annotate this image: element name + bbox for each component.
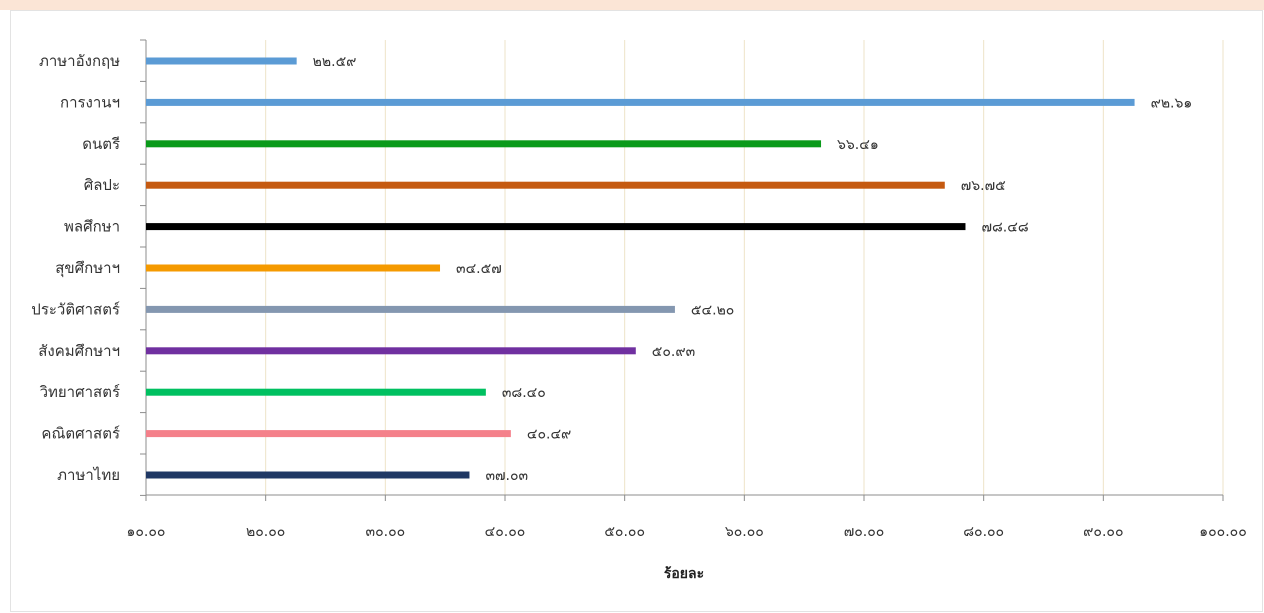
data-label: ๗๘.๔๘ [981,220,1028,236]
x-tick-label: ๒๐.๐๐ [246,524,285,540]
category-label: คณิตศาสตร์ [41,425,120,443]
data-label: ๓๗.๐๓ [485,468,528,484]
category-label: วิทยาศาสตร์ [39,383,120,401]
bar [146,471,470,479]
x-tick-label: ๔๐.๐๐ [485,524,526,540]
bar [146,98,1135,106]
data-label: ๕๐.๙๓ [652,344,695,360]
x-tick-label: ๑๐๐.๐๐ [1199,524,1247,540]
data-label: ๗๖.๗๕ [961,178,1006,194]
data-label: ๔๐.๔๙ [527,427,571,443]
x-axis-label: ร้อยละ [664,566,704,582]
bar [146,264,441,272]
chart-frame [10,10,1263,612]
category-label: ภาษาไทย [57,466,120,484]
category-label: ศิลปะ [84,176,120,194]
bar [146,305,675,313]
x-tick-label: ๖๐.๐๐ [725,524,764,540]
category-label: ประวัติศาสตร์ [31,300,120,318]
x-tick-label: ๘๐.๐๐ [963,524,1004,540]
category-label: ดนตรี [82,135,120,153]
category-label: ภาษาอังกฤษ [39,52,120,70]
x-tick-label: ๙๐.๐๐ [1083,524,1123,540]
data-label: ๕๔.๒๐ [691,302,734,318]
category-label: สังคมศึกษาฯ [38,342,120,360]
bar [146,347,636,355]
x-tick-labels: ๑๐.๐๐ ๒๐.๐๐ ๓๐.๐๐ ๔๐.๐๐ ๕๐.๐๐ ๖๐.๐๐ ๗๐.๐๐ ๘๐.๐๐… [127,524,1247,540]
bar [146,140,822,148]
data-label: ๓๘.๔๐ [502,385,546,401]
bar [146,57,297,65]
data-label: ๓๔.๕๗ [456,261,502,277]
x-tick-label: ๕๐.๐๐ [604,524,645,540]
bar [146,430,511,438]
data-label: ๙๒.๖๑ [1151,95,1193,111]
data-label: ๒๒.๕๙ [313,54,357,70]
category-label: สุขศึกษาฯ [55,259,120,278]
data-label: ๖๖.๔๑ [837,137,879,153]
bar [146,388,486,396]
category-label: พลศึกษา [64,218,120,236]
x-tick-label: ๓๐.๐๐ [366,524,406,540]
bar [146,223,966,231]
x-tick-label: ๗๐.๐๐ [844,524,885,540]
top-band [0,0,1264,10]
x-tick-label: ๑๐.๐๐ [127,524,166,540]
category-label: การงานฯ [60,93,120,111]
bar [146,181,945,189]
